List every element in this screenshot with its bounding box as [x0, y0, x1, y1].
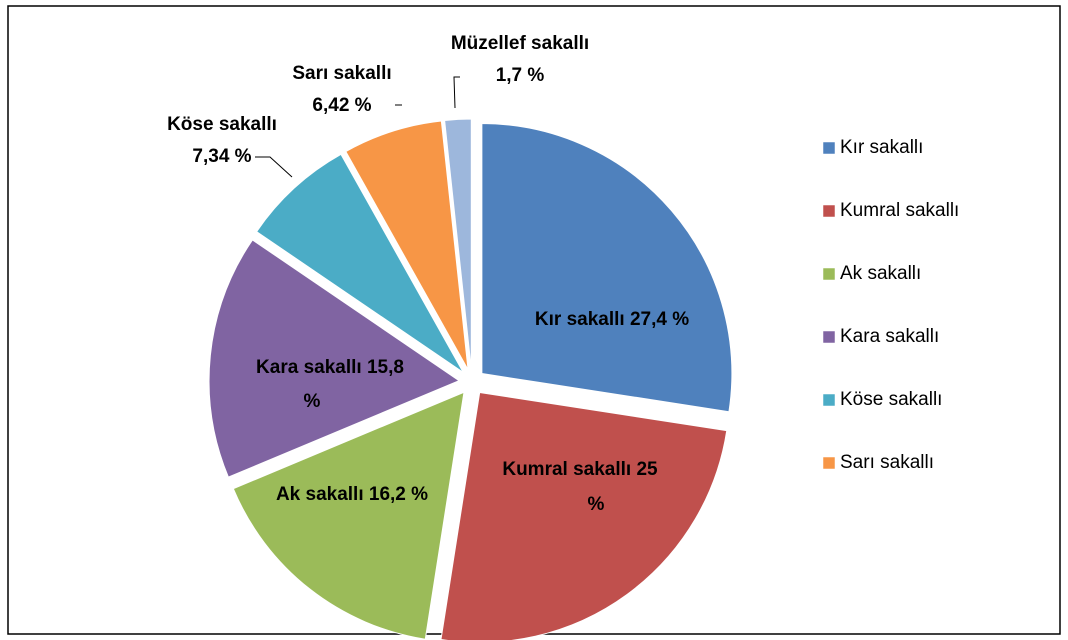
data-label-value: 15,8 — [367, 357, 404, 378]
leader-line — [255, 156, 293, 178]
data-label: Kır sakallı 27,4 % — [535, 309, 689, 330]
pie-slice — [440, 391, 728, 640]
data-label-value: % — [588, 494, 605, 515]
data-label-name: Sarı sakallı — [292, 63, 391, 84]
legend-swatch — [822, 456, 836, 470]
legend: Kır sakallı Kumral sakallı Ak sakallı Kara … — [822, 137, 959, 473]
data-label-value: 1,7 % — [496, 65, 545, 86]
legend-swatch — [822, 267, 836, 281]
legend-label: Kumral sakallı — [840, 200, 959, 221]
data-label: Kara sakallı 15,8 — [256, 357, 404, 378]
data-label-value: % — [304, 391, 321, 412]
legend-label: Kara sakallı — [840, 326, 939, 347]
data-label-value: 7,34 % — [192, 146, 251, 167]
data-label: Ak sakallı 16,2 % — [276, 484, 428, 505]
legend-label: Sarı sakallı — [840, 452, 934, 473]
legend-label: Köse sakallı — [840, 389, 942, 410]
pie-slice — [345, 120, 469, 370]
data-label-name: Kır sakallı — [535, 309, 625, 330]
legend-swatch — [822, 141, 836, 155]
data-label-value: 25 — [636, 459, 658, 480]
data-label-value: 6,42 % — [312, 95, 371, 116]
legend-swatch — [822, 393, 836, 407]
data-label-name: Köse sakallı — [167, 114, 277, 135]
pie-slice — [481, 123, 733, 413]
data-label-name: Ak sakallı — [276, 484, 364, 505]
pie-slice — [255, 153, 464, 373]
data-label-name: Kara sakallı — [256, 357, 362, 378]
pie-slice — [208, 239, 461, 478]
data-label: Kumral sakallı 25 — [502, 459, 658, 480]
legend-label: Kır sakallı — [840, 137, 923, 158]
leader-line — [453, 76, 460, 109]
data-label-name: Kumral sakallı — [502, 459, 631, 480]
data-label-value: 16,2 % — [369, 484, 428, 505]
legend-swatch — [822, 330, 836, 344]
legend-swatch — [822, 204, 836, 218]
data-label-name: Müzellef sakallı — [451, 33, 589, 54]
pie-slice — [232, 391, 465, 640]
pie-slice — [444, 118, 472, 370]
legend-label: Ak sakallı — [840, 263, 921, 284]
data-label-value: 27,4 % — [630, 309, 689, 330]
